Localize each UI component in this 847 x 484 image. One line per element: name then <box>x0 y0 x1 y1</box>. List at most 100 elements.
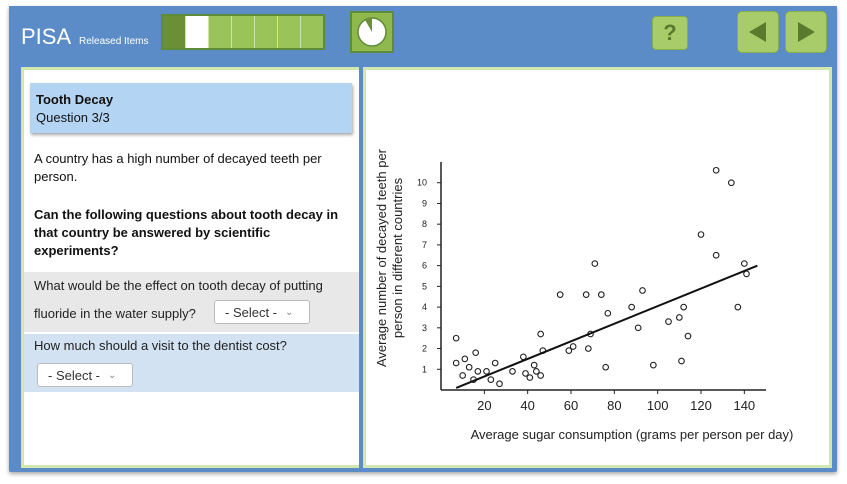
question-panel: Tooth Decay Question 3/3 A country has a… <box>21 67 362 468</box>
data-point <box>532 367 540 375</box>
data-point <box>734 303 742 311</box>
data-point <box>639 287 646 294</box>
x-axis-label: Average sugar consumption (grams per per… <box>471 427 794 442</box>
progress-segment <box>278 16 301 48</box>
stimulus-panel: 20 40 60 80 100 120 140 1 2 3 4 5 6 7 8 9 10 Average num… <box>363 67 832 468</box>
data-point <box>537 372 545 379</box>
y-tick-label: 5 <box>422 281 427 291</box>
data-point <box>556 291 564 299</box>
data-point <box>604 309 612 317</box>
scatter-chart: 20 40 60 80 100 120 140 1 2 3 4 5 6 7 8 9 10 Average num… <box>374 148 794 442</box>
question-text: How much should a visit to the dentist c… <box>34 338 287 353</box>
select-value: - Select - <box>48 367 101 383</box>
data-point <box>684 332 692 340</box>
data-point <box>465 363 473 371</box>
data-point <box>522 370 529 377</box>
data-point <box>569 343 577 350</box>
y-tick-label: 7 <box>422 240 427 250</box>
question-text: fluoride in the water supply? <box>34 306 196 321</box>
x-tick-label: 100 <box>647 398 669 413</box>
data-point <box>602 363 610 371</box>
x-tick-label: 120 <box>690 398 712 413</box>
data-point <box>452 334 460 342</box>
app-window: PISA Released Items ? <box>9 6 837 472</box>
previous-button[interactable] <box>737 11 779 53</box>
data-point <box>649 361 657 369</box>
select-value: - Select - <box>225 304 278 320</box>
timer-icon <box>357 17 387 47</box>
y-tick-label: 2 <box>422 344 427 354</box>
data-point <box>526 374 534 381</box>
data-point <box>461 355 469 363</box>
stimulus-text: A country has a high number of decayed t… <box>34 151 322 184</box>
unit-title: Tooth Decay <box>36 92 114 107</box>
progress-segment <box>163 16 186 48</box>
chevron-down-icon: ⌄ <box>285 306 294 318</box>
data-point <box>491 359 499 367</box>
data-point <box>530 361 538 369</box>
data-point <box>697 231 705 238</box>
data-point <box>678 357 685 365</box>
data-point <box>565 347 573 354</box>
y-axis-label: Average number of decayed teeth per <box>374 148 389 367</box>
question-row: What would be the effect on tooth decay … <box>24 272 359 332</box>
question-row: How much should a visit to the dentist c… <box>24 334 359 392</box>
data-point <box>628 303 636 311</box>
data-point <box>727 179 735 187</box>
data-point <box>591 260 599 267</box>
y-tick-label: 1 <box>422 364 427 374</box>
data-point <box>712 251 720 259</box>
data-point <box>665 318 672 325</box>
arrow-left-icon <box>749 22 766 42</box>
x-tick-label: 60 <box>564 398 578 413</box>
data-point <box>472 349 480 357</box>
next-button[interactable] <box>785 11 827 53</box>
data-point <box>634 324 642 332</box>
progress-segment <box>209 16 232 48</box>
question-prompt: Can the following questions about tooth … <box>34 207 339 258</box>
progress-bar <box>161 14 325 50</box>
data-point <box>496 380 503 388</box>
progress-segment <box>186 16 209 48</box>
y-axis-label: person in different countries <box>390 177 405 338</box>
data-point <box>452 359 460 367</box>
top-bar: PISA Released Items ? <box>9 6 837 62</box>
x-tick-label: 40 <box>520 398 534 413</box>
arrow-right-icon <box>798 22 815 42</box>
panel-divider <box>359 62 363 472</box>
progress-segment <box>301 16 323 48</box>
progress-segment <box>232 16 255 48</box>
data-point <box>487 376 495 383</box>
data-point <box>509 367 516 375</box>
timer <box>350 11 394 53</box>
y-tick-label: 4 <box>422 302 427 312</box>
data-point <box>483 367 490 375</box>
y-tick-label: 3 <box>422 323 427 333</box>
data-point <box>474 367 482 375</box>
x-tick-label: 20 <box>477 398 491 413</box>
data-point <box>584 345 592 352</box>
trend-line <box>455 264 758 389</box>
data-point <box>743 270 750 278</box>
data-point <box>597 291 605 299</box>
question-text: What would be the effect on tooth decay … <box>34 278 323 293</box>
y-tick-label: 8 <box>422 219 427 229</box>
logo-subtitle: Released Items <box>79 36 149 47</box>
question-label: Question 3/3 <box>36 110 110 125</box>
answer-select[interactable]: - Select - ⌄ <box>214 300 310 324</box>
unit-title-box: Tooth Decay Question 3/3 <box>30 83 352 133</box>
chevron-down-icon: ⌄ <box>108 369 117 381</box>
y-tick-label: 9 <box>422 198 427 208</box>
x-tick-label: 140 <box>733 398 755 413</box>
data-point <box>740 260 748 267</box>
progress-segment <box>255 16 278 48</box>
answer-select[interactable]: - Select - ⌄ <box>37 363 133 387</box>
y-tick-label: 6 <box>422 261 427 271</box>
data-point <box>712 166 720 174</box>
x-tick-label: 80 <box>607 398 621 413</box>
data-point <box>459 372 467 379</box>
help-button[interactable]: ? <box>652 16 688 50</box>
data-point <box>675 314 683 321</box>
data-point <box>537 330 545 338</box>
data-point <box>680 303 688 311</box>
